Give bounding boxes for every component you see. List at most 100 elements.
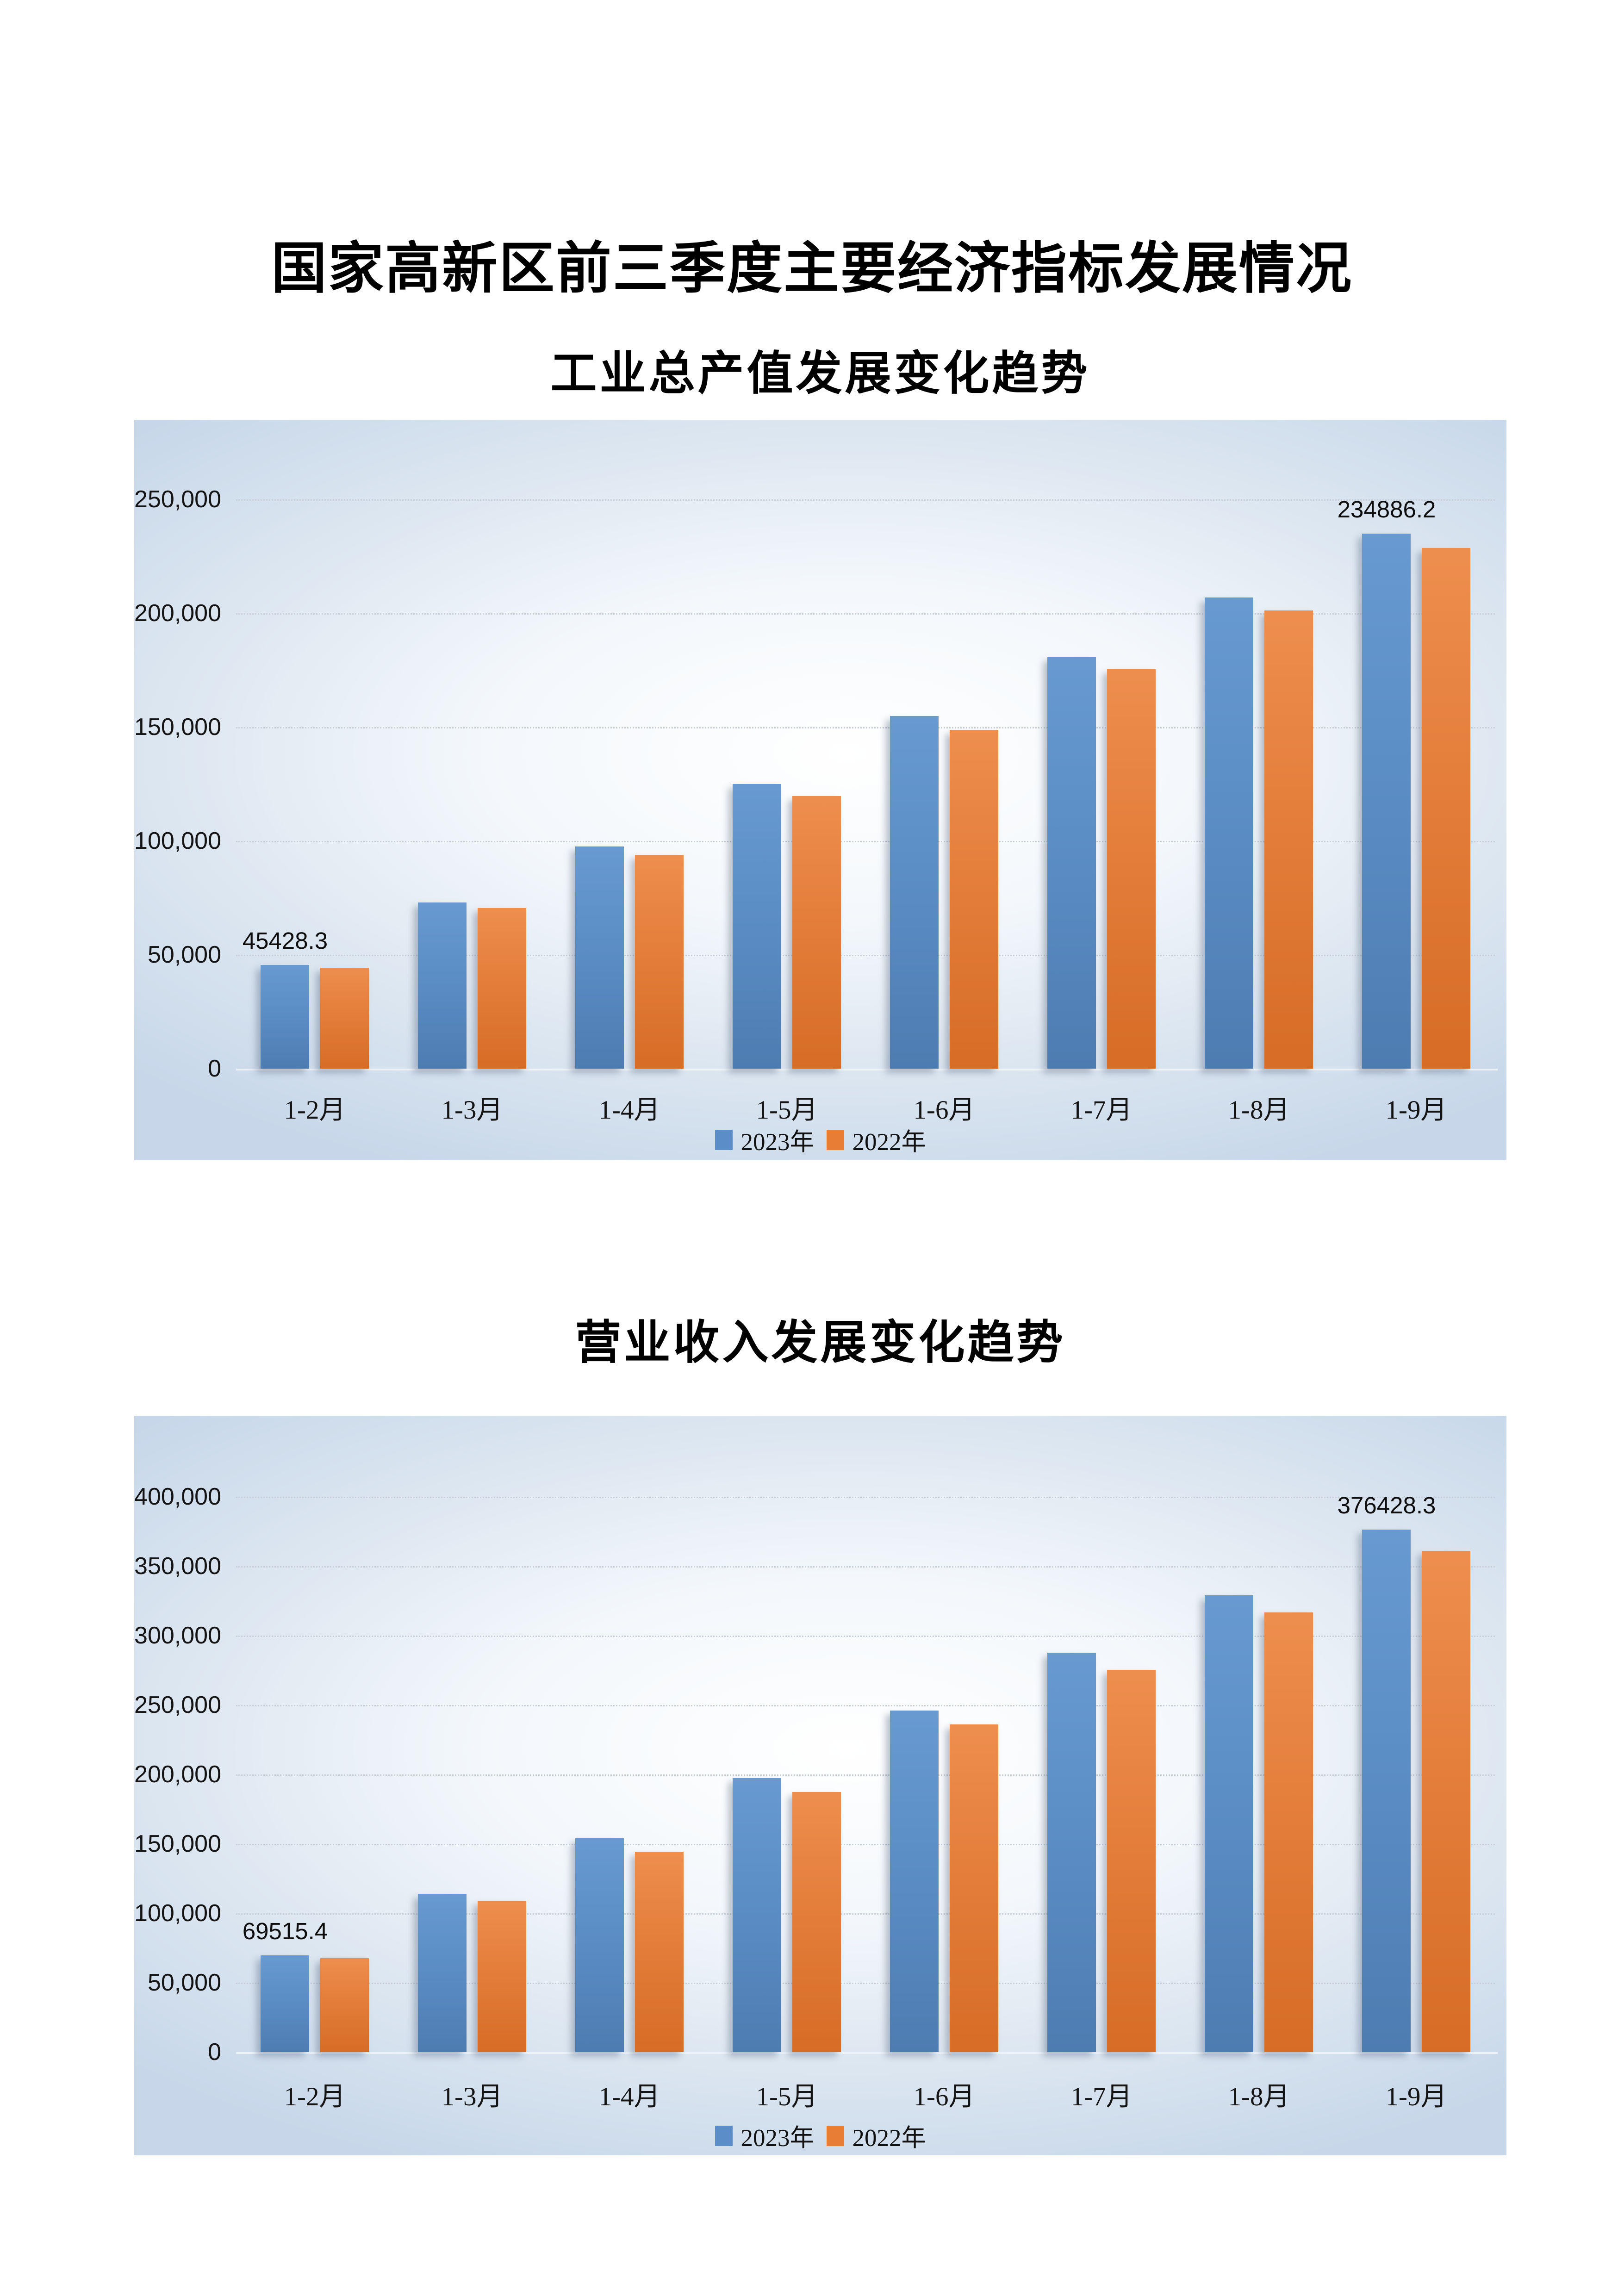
chart1-title: 工业总产值发展变化趋势 xyxy=(550,348,1090,399)
bar-2022年-1-5月 xyxy=(792,1792,841,2052)
y-axis-tick-label: 0 xyxy=(208,1055,221,1082)
chart2-title: 营业收入发展变化趋势 xyxy=(575,1317,1066,1369)
bar-2022年-1-5月 xyxy=(792,796,841,1069)
category-label-1-5月: 1-5月 xyxy=(756,2082,818,2111)
y-axis-tick-label: 300,000 xyxy=(134,1622,221,1649)
category-label-1-5月: 1-5月 xyxy=(756,1095,818,1125)
category-label-1-3月: 1-3月 xyxy=(441,2082,503,2111)
y-axis-tick-label: 200,000 xyxy=(134,600,221,627)
data-label-2023年-1-9月: 234886.2 xyxy=(1337,496,1436,523)
chart-legend: 2023年 2022年 xyxy=(134,1122,1506,1157)
bar-2022年-1-6月 xyxy=(950,1724,998,2052)
bar-2023年-1-3月 xyxy=(418,1894,467,2052)
y-axis-tick-label: 150,000 xyxy=(134,1830,221,1857)
y-axis-tick-label: 400,000 xyxy=(134,1483,221,1510)
bar-2022年-1-9月 xyxy=(1422,548,1470,1069)
bar-2022年-1-8月 xyxy=(1264,1612,1313,2052)
bar-2022年-1-4月 xyxy=(635,855,684,1069)
bar-2022年-1-7月 xyxy=(1107,1670,1156,2052)
page-title: 国家高新区前三季度主要经济指标发展情况 xyxy=(271,237,1353,299)
data-label-2023年-1-2月: 69515.4 xyxy=(242,1918,328,1944)
data-label-2023年-1-9月: 376428.3 xyxy=(1337,1492,1436,1518)
gridline xyxy=(236,727,1495,728)
gridline xyxy=(236,1636,1495,1637)
gridline xyxy=(236,1566,1495,1568)
chart-legend: 2023年 2022年 xyxy=(134,2118,1506,2153)
legend-label-2022年: 2022年 xyxy=(852,2125,926,2152)
bar-2022年-1-3月 xyxy=(478,908,526,1069)
gridline xyxy=(236,1913,1495,1915)
bar-2023年-1-5月 xyxy=(733,784,781,1069)
bar-2022年-1-7月 xyxy=(1107,669,1156,1069)
gridline xyxy=(236,1844,1495,1845)
category-label-1-8月: 1-8月 xyxy=(1228,2082,1290,2111)
category-label-1-6月: 1-6月 xyxy=(913,2082,975,2111)
legend-swatch-icon-2023年 xyxy=(715,1130,733,1150)
bar-2023年-1-8月 xyxy=(1205,1595,1253,2052)
category-label-1-6月: 1-6月 xyxy=(913,1095,975,1125)
category-label-1-2月: 1-2月 xyxy=(284,1095,346,1125)
y-axis-tick-label: 100,000 xyxy=(134,1900,221,1927)
y-axis-tick-label: 200,000 xyxy=(134,1761,221,1788)
y-axis-tick-label: 50,000 xyxy=(147,941,221,968)
bar-2023年-1-6月 xyxy=(890,1711,939,2052)
gridline xyxy=(236,1497,1495,1498)
y-axis-tick-label: 100,000 xyxy=(134,828,221,854)
legend-label-2023年: 2023年 xyxy=(740,1129,815,1156)
gridline xyxy=(236,1774,1495,1776)
bar-2023年-1-2月 xyxy=(261,1955,309,2052)
bar-2023年-1-7月 xyxy=(1047,1653,1096,2052)
y-axis-tick-label: 250,000 xyxy=(134,486,221,513)
legend-item-2023年: 2023年 xyxy=(715,2118,815,2153)
category-label-1-9月: 1-9月 xyxy=(1385,1095,1447,1125)
bar-2023年-1-7月 xyxy=(1047,657,1096,1069)
category-label-1-4月: 1-4月 xyxy=(598,2082,660,2111)
category-label-1-8月: 1-8月 xyxy=(1228,1095,1290,1125)
legend-item-2022年: 2022年 xyxy=(826,2118,926,2153)
legend-swatch-icon-2022年 xyxy=(826,2126,844,2146)
bar-2023年-1-9月 xyxy=(1362,1530,1411,2052)
bar-2023年-1-6月 xyxy=(890,716,939,1069)
x-axis-line xyxy=(236,2052,1498,2054)
bar-2023年-1-4月 xyxy=(575,1838,624,2052)
chart1-canvas: 0 50,000 100,000 150,000 200,000 250,000 45428… xyxy=(134,420,1506,1160)
bar-2023年-1-3月 xyxy=(418,902,467,1069)
category-label-1-2月: 1-2月 xyxy=(284,2082,346,2111)
bar-2023年-1-8月 xyxy=(1205,597,1253,1069)
gridline xyxy=(236,1705,1495,1706)
category-label-1-4月: 1-4月 xyxy=(598,1095,660,1125)
bar-2022年-1-4月 xyxy=(635,1852,684,2052)
gridline xyxy=(236,841,1495,842)
y-axis-tick-label: 350,000 xyxy=(134,1553,221,1580)
gridline xyxy=(236,613,1495,615)
chart2-canvas: 0 50,000 100,000 150,000 200,000 250,000 300,0… xyxy=(134,1416,1506,2155)
bar-2022年-1-6月 xyxy=(950,730,998,1069)
bar-2022年-1-8月 xyxy=(1264,610,1313,1069)
legend-item-2023年: 2023年 xyxy=(715,1122,815,1157)
bar-2023年-1-5月 xyxy=(733,1778,781,2052)
bar-2023年-1-4月 xyxy=(575,846,624,1069)
y-axis-tick-label: 250,000 xyxy=(134,1692,221,1718)
y-axis-tick-label: 50,000 xyxy=(147,1969,221,1996)
legend-item-2022年: 2022年 xyxy=(826,1122,926,1157)
category-label-1-3月: 1-3月 xyxy=(441,1095,503,1125)
bar-2023年-1-2月 xyxy=(261,965,309,1069)
gridline xyxy=(236,955,1495,956)
bar-2023年-1-9月 xyxy=(1362,534,1411,1069)
legend-swatch-icon-2023年 xyxy=(715,2126,733,2146)
category-label-1-7月: 1-7月 xyxy=(1070,2082,1132,2111)
gridline xyxy=(236,499,1495,501)
category-label-1-7月: 1-7月 xyxy=(1070,1095,1132,1125)
legend-label-2022年: 2022年 xyxy=(852,1129,926,1156)
legend-label-2023年: 2023年 xyxy=(740,2125,815,2152)
gridline xyxy=(236,1983,1495,1984)
y-axis-tick-label: 0 xyxy=(208,2039,221,2066)
bar-2022年-1-2月 xyxy=(320,1958,369,2052)
x-axis-line xyxy=(236,1069,1498,1070)
y-axis-tick-label: 150,000 xyxy=(134,714,221,740)
category-label-1-9月: 1-9月 xyxy=(1385,2082,1447,2111)
bar-2022年-1-3月 xyxy=(478,1901,526,2052)
bar-2022年-1-9月 xyxy=(1422,1551,1470,2052)
data-label-2023年-1-2月: 45428.3 xyxy=(242,927,328,954)
